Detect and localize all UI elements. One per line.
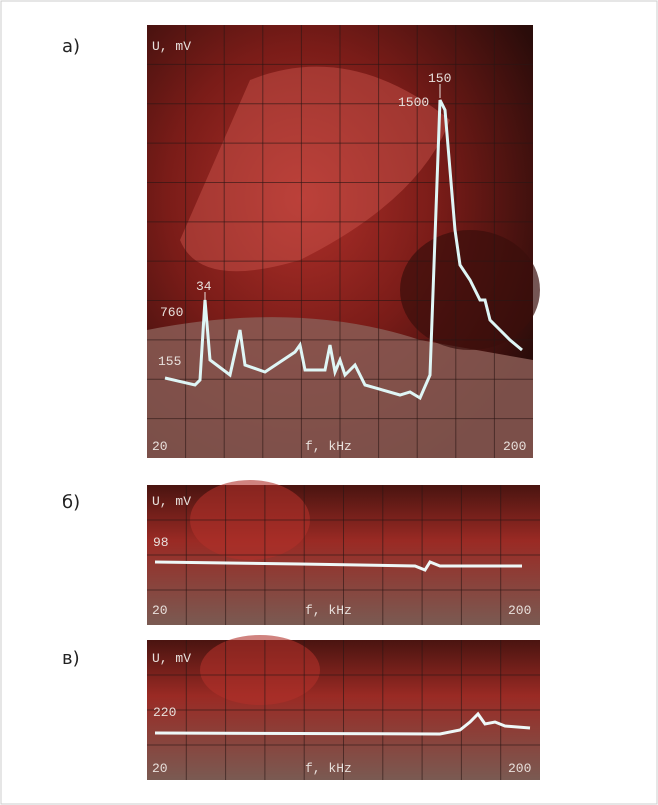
annotation: 98 bbox=[153, 535, 169, 550]
annotation: 34 bbox=[196, 279, 212, 294]
annotation: 1500 bbox=[398, 95, 429, 110]
x-start: 20 bbox=[152, 761, 168, 776]
annotation: 155 bbox=[158, 354, 181, 369]
x-axis-label: f, kHz bbox=[305, 439, 352, 454]
panel-label: б) bbox=[62, 492, 80, 513]
screen-shade bbox=[180, 66, 450, 272]
x-axis-label: f, kHz bbox=[305, 761, 352, 776]
screen-grid bbox=[147, 25, 533, 458]
y-axis-label: U, mV bbox=[152, 651, 191, 666]
x-end: 200 bbox=[508, 603, 531, 618]
screen-shade bbox=[200, 635, 320, 705]
panel-label: в) bbox=[62, 648, 80, 669]
x-end: 200 bbox=[508, 761, 531, 776]
x-start: 20 bbox=[152, 603, 168, 618]
y-axis-label: U, mV bbox=[152, 494, 191, 509]
screen-grid bbox=[147, 640, 540, 780]
y-axis-label: U, mV bbox=[152, 39, 191, 54]
annotation: 220 bbox=[153, 705, 176, 720]
trace bbox=[154, 711, 531, 736]
x-end: 200 bbox=[503, 439, 526, 454]
x-start: 20 bbox=[152, 439, 168, 454]
trace bbox=[164, 99, 523, 401]
screen-shade bbox=[400, 230, 540, 350]
trace bbox=[154, 560, 522, 572]
annotation: 760 bbox=[160, 305, 183, 320]
screen-grid bbox=[147, 485, 540, 625]
panel-label: а) bbox=[62, 36, 80, 57]
x-axis-label: f, kHz bbox=[305, 603, 352, 618]
annotation: 150 bbox=[428, 71, 451, 86]
